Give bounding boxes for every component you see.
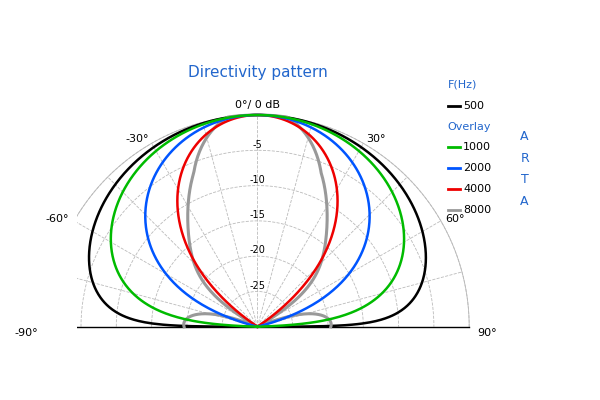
Text: -90°: -90°: [14, 328, 38, 338]
Text: -15: -15: [250, 210, 265, 220]
Text: 8000: 8000: [463, 205, 491, 215]
Text: A: A: [520, 130, 529, 143]
Text: -5: -5: [253, 140, 262, 150]
Text: 0°/ 0 dB: 0°/ 0 dB: [235, 100, 280, 110]
Text: F(Hz): F(Hz): [448, 80, 477, 90]
Text: Overlay: Overlay: [448, 122, 491, 132]
Text: 1000: 1000: [463, 142, 491, 152]
Text: -25: -25: [250, 281, 265, 291]
Text: 2000: 2000: [463, 163, 491, 173]
Text: 30°: 30°: [367, 134, 386, 144]
Text: -10: -10: [250, 175, 265, 185]
Text: 60°: 60°: [445, 214, 465, 224]
Text: -30°: -30°: [125, 134, 148, 144]
Text: Directivity pattern: Directivity pattern: [188, 65, 328, 80]
Text: -20: -20: [250, 245, 265, 255]
Text: 90°: 90°: [477, 328, 497, 338]
Text: T: T: [521, 173, 529, 186]
Text: R: R: [520, 152, 529, 165]
Text: A: A: [520, 195, 529, 208]
Text: 500: 500: [463, 101, 484, 111]
Text: 4000: 4000: [463, 184, 491, 194]
Text: -60°: -60°: [46, 214, 70, 224]
